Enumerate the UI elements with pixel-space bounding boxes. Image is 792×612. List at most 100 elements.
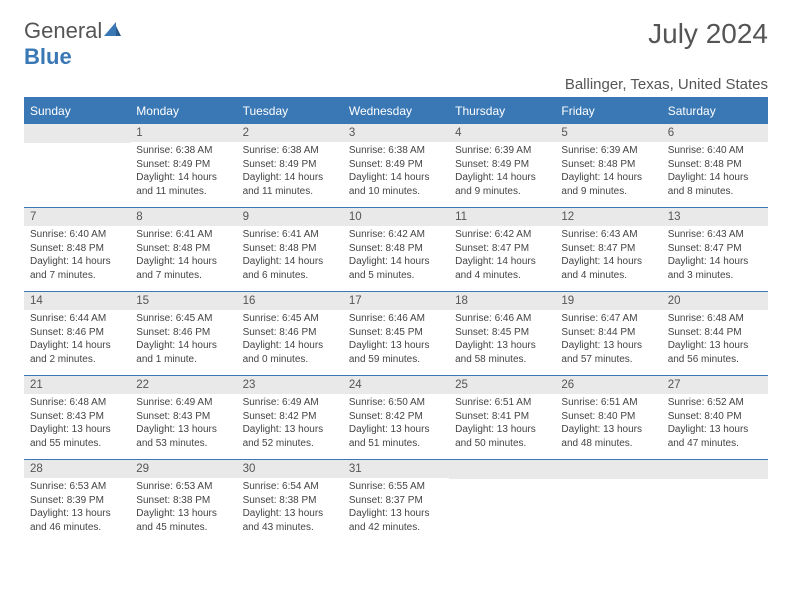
daylight-line: Daylight: 14 hours and 5 minutes. [349, 255, 443, 282]
sunrise-line: Sunrise: 6:42 AM [349, 228, 443, 242]
sunrise-line: Sunrise: 6:39 AM [561, 144, 655, 158]
sunset-line: Sunset: 8:37 PM [349, 494, 443, 508]
sail-icon [102, 18, 122, 44]
sunrise-line: Sunrise: 6:45 AM [136, 312, 230, 326]
location-wrap: Ballinger, Texas, United States [24, 76, 768, 99]
day-body: Sunrise: 6:39 AMSunset: 8:48 PMDaylight:… [555, 142, 661, 202]
day-cell: 27Sunrise: 6:52 AMSunset: 8:40 PMDayligh… [662, 375, 768, 459]
day-number: 15 [130, 291, 236, 310]
sunset-line: Sunset: 8:46 PM [136, 326, 230, 340]
day-body: Sunrise: 6:46 AMSunset: 8:45 PMDaylight:… [343, 310, 449, 370]
sunrise-line: Sunrise: 6:50 AM [349, 396, 443, 410]
sunrise-line: Sunrise: 6:39 AM [455, 144, 549, 158]
day-number: 5 [555, 123, 661, 142]
day-number: 29 [130, 459, 236, 478]
empty-cell [662, 459, 768, 543]
day-number: 9 [237, 207, 343, 226]
day-number: 17 [343, 291, 449, 310]
month-title: July 2024 [648, 18, 768, 50]
daylight-line: Daylight: 14 hours and 10 minutes. [349, 171, 443, 198]
day-cell: 6Sunrise: 6:40 AMSunset: 8:48 PMDaylight… [662, 123, 768, 207]
day-cell: 22Sunrise: 6:49 AMSunset: 8:43 PMDayligh… [130, 375, 236, 459]
day-body: Sunrise: 6:39 AMSunset: 8:49 PMDaylight:… [449, 142, 555, 202]
day-number: 20 [662, 291, 768, 310]
day-number: 26 [555, 375, 661, 394]
day-body: Sunrise: 6:44 AMSunset: 8:46 PMDaylight:… [24, 310, 130, 370]
day-body: Sunrise: 6:40 AMSunset: 8:48 PMDaylight:… [24, 226, 130, 286]
day-cell: 21Sunrise: 6:48 AMSunset: 8:43 PMDayligh… [24, 375, 130, 459]
sunrise-line: Sunrise: 6:41 AM [243, 228, 337, 242]
day-number: 4 [449, 123, 555, 142]
daylight-line: Daylight: 13 hours and 50 minutes. [455, 423, 549, 450]
daylight-line: Daylight: 13 hours and 46 minutes. [30, 507, 124, 534]
day-body: Sunrise: 6:49 AMSunset: 8:42 PMDaylight:… [237, 394, 343, 454]
weekday-header: Friday [555, 99, 661, 123]
day-number: 8 [130, 207, 236, 226]
sunset-line: Sunset: 8:49 PM [136, 158, 230, 172]
day-body: Sunrise: 6:50 AMSunset: 8:42 PMDaylight:… [343, 394, 449, 454]
daylight-line: Daylight: 13 hours and 43 minutes. [243, 507, 337, 534]
day-cell: 3Sunrise: 6:38 AMSunset: 8:49 PMDaylight… [343, 123, 449, 207]
day-cell: 7Sunrise: 6:40 AMSunset: 8:48 PMDaylight… [24, 207, 130, 291]
empty-cell [449, 459, 555, 543]
sunset-line: Sunset: 8:39 PM [30, 494, 124, 508]
day-cell: 23Sunrise: 6:49 AMSunset: 8:42 PMDayligh… [237, 375, 343, 459]
calendar-row: 14Sunrise: 6:44 AMSunset: 8:46 PMDayligh… [24, 291, 768, 375]
sunrise-line: Sunrise: 6:49 AM [136, 396, 230, 410]
day-number: 3 [343, 123, 449, 142]
day-body: Sunrise: 6:48 AMSunset: 8:43 PMDaylight:… [24, 394, 130, 454]
sunset-line: Sunset: 8:40 PM [668, 410, 762, 424]
sunset-line: Sunset: 8:43 PM [30, 410, 124, 424]
sunset-line: Sunset: 8:47 PM [668, 242, 762, 256]
sunset-line: Sunset: 8:44 PM [561, 326, 655, 340]
sunset-line: Sunset: 8:46 PM [30, 326, 124, 340]
day-number: 1 [130, 123, 236, 142]
sunrise-line: Sunrise: 6:54 AM [243, 480, 337, 494]
sunset-line: Sunset: 8:47 PM [561, 242, 655, 256]
day-number: 6 [662, 123, 768, 142]
page-header: General Blue July 2024 [24, 18, 768, 70]
brand-text: General Blue [24, 18, 122, 70]
sunrise-line: Sunrise: 6:38 AM [243, 144, 337, 158]
daylight-line: Daylight: 14 hours and 9 minutes. [455, 171, 549, 198]
day-number: 11 [449, 207, 555, 226]
day-cell: 2Sunrise: 6:38 AMSunset: 8:49 PMDaylight… [237, 123, 343, 207]
day-number: 13 [662, 207, 768, 226]
sunset-line: Sunset: 8:48 PM [30, 242, 124, 256]
daylight-line: Daylight: 14 hours and 4 minutes. [561, 255, 655, 282]
daylight-line: Daylight: 13 hours and 53 minutes. [136, 423, 230, 450]
daylight-line: Daylight: 13 hours and 56 minutes. [668, 339, 762, 366]
day-number: 16 [237, 291, 343, 310]
sunset-line: Sunset: 8:49 PM [455, 158, 549, 172]
calendar-row: 1Sunrise: 6:38 AMSunset: 8:49 PMDaylight… [24, 123, 768, 207]
sunset-line: Sunset: 8:45 PM [349, 326, 443, 340]
day-body: Sunrise: 6:51 AMSunset: 8:41 PMDaylight:… [449, 394, 555, 454]
day-body: Sunrise: 6:41 AMSunset: 8:48 PMDaylight:… [130, 226, 236, 286]
daylight-line: Daylight: 14 hours and 9 minutes. [561, 171, 655, 198]
day-cell: 24Sunrise: 6:50 AMSunset: 8:42 PMDayligh… [343, 375, 449, 459]
sunrise-line: Sunrise: 6:47 AM [561, 312, 655, 326]
day-cell: 30Sunrise: 6:54 AMSunset: 8:38 PMDayligh… [237, 459, 343, 543]
title-block: July 2024 [648, 18, 768, 52]
calendar-body: 1Sunrise: 6:38 AMSunset: 8:49 PMDaylight… [24, 123, 768, 543]
sunset-line: Sunset: 8:46 PM [243, 326, 337, 340]
day-cell: 25Sunrise: 6:51 AMSunset: 8:41 PMDayligh… [449, 375, 555, 459]
daylight-line: Daylight: 14 hours and 11 minutes. [136, 171, 230, 198]
day-cell: 1Sunrise: 6:38 AMSunset: 8:49 PMDaylight… [130, 123, 236, 207]
day-cell: 18Sunrise: 6:46 AMSunset: 8:45 PMDayligh… [449, 291, 555, 375]
day-body: Sunrise: 6:45 AMSunset: 8:46 PMDaylight:… [237, 310, 343, 370]
sunrise-line: Sunrise: 6:42 AM [455, 228, 549, 242]
daylight-line: Daylight: 13 hours and 58 minutes. [455, 339, 549, 366]
sunset-line: Sunset: 8:49 PM [243, 158, 337, 172]
calendar-row: 21Sunrise: 6:48 AMSunset: 8:43 PMDayligh… [24, 375, 768, 459]
daylight-line: Daylight: 14 hours and 1 minute. [136, 339, 230, 366]
sunrise-line: Sunrise: 6:55 AM [349, 480, 443, 494]
daylight-line: Daylight: 13 hours and 57 minutes. [561, 339, 655, 366]
daylight-line: Daylight: 13 hours and 59 minutes. [349, 339, 443, 366]
sunrise-line: Sunrise: 6:43 AM [561, 228, 655, 242]
day-body: Sunrise: 6:43 AMSunset: 8:47 PMDaylight:… [555, 226, 661, 286]
day-body: Sunrise: 6:53 AMSunset: 8:38 PMDaylight:… [130, 478, 236, 538]
day-number: 31 [343, 459, 449, 478]
weekday-header: Sunday [24, 99, 130, 123]
daylight-line: Daylight: 13 hours and 52 minutes. [243, 423, 337, 450]
